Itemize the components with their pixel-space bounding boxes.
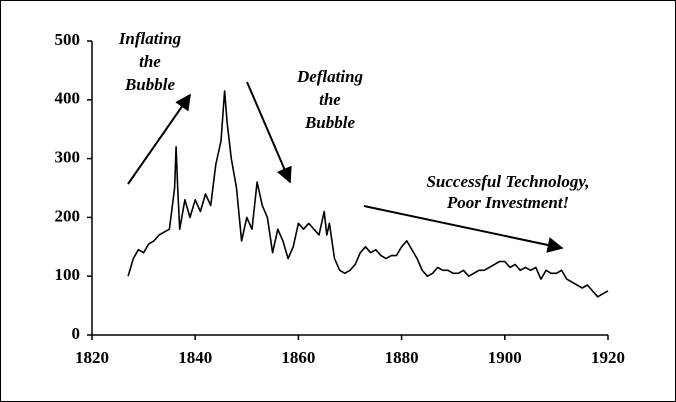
annotation: Inflating: [118, 29, 182, 48]
x-tick-label: 1900: [488, 348, 522, 367]
y-tick-label: 300: [55, 148, 81, 167]
arrow: [127, 93, 191, 185]
arrow: [363, 205, 564, 253]
annotation: the: [139, 52, 161, 71]
x-tick-label: 1880: [385, 348, 419, 367]
y-tick-label: 100: [55, 265, 81, 284]
annotation: the: [319, 90, 341, 109]
arrow: [246, 81, 292, 184]
data-line: [127, 90, 609, 298]
y-tick-label: 500: [55, 30, 81, 49]
annotation: Bubble: [304, 113, 356, 132]
y-tick-label: 0: [72, 324, 81, 343]
annotation: Deflating: [296, 67, 364, 86]
annotation: Poor Investment!: [446, 193, 569, 212]
annotation: Bubble: [124, 75, 176, 94]
y-tick-label: 400: [55, 89, 81, 108]
x-tick-label: 1920: [591, 348, 625, 367]
y-tick-label: 200: [55, 206, 81, 225]
x-tick-label: 1820: [75, 348, 109, 367]
x-tick-label: 1840: [178, 348, 212, 367]
annotation: Successful Technology,: [426, 172, 589, 191]
x-tick-label: 1860: [281, 348, 315, 367]
